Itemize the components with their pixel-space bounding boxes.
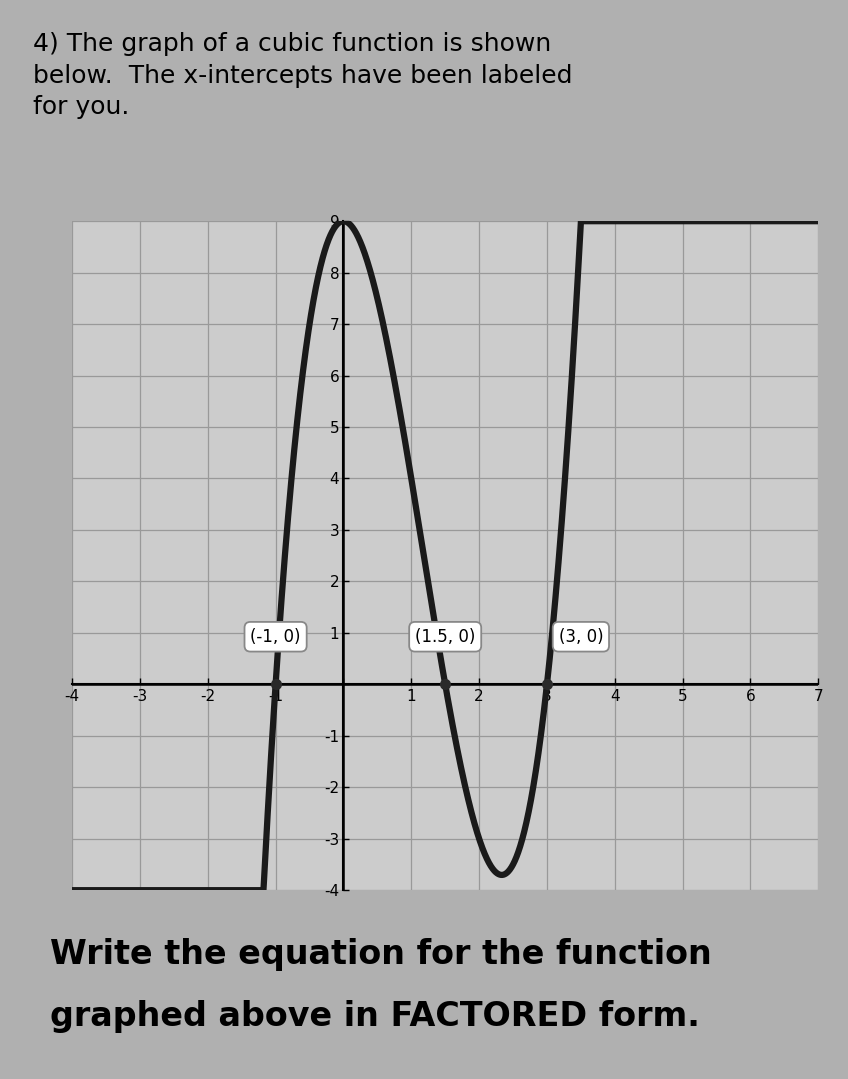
Text: Write the equation for the function: Write the equation for the function: [49, 939, 711, 971]
Text: (-1, 0): (-1, 0): [250, 628, 301, 645]
Text: (1.5, 0): (1.5, 0): [415, 628, 476, 645]
Text: 4) The graph of a cubic function is shown
below.  The x-intercepts have been lab: 4) The graph of a cubic function is show…: [33, 32, 572, 119]
Text: (3, 0): (3, 0): [559, 628, 603, 645]
Text: graphed above in FACTORED form.: graphed above in FACTORED form.: [49, 1000, 700, 1034]
